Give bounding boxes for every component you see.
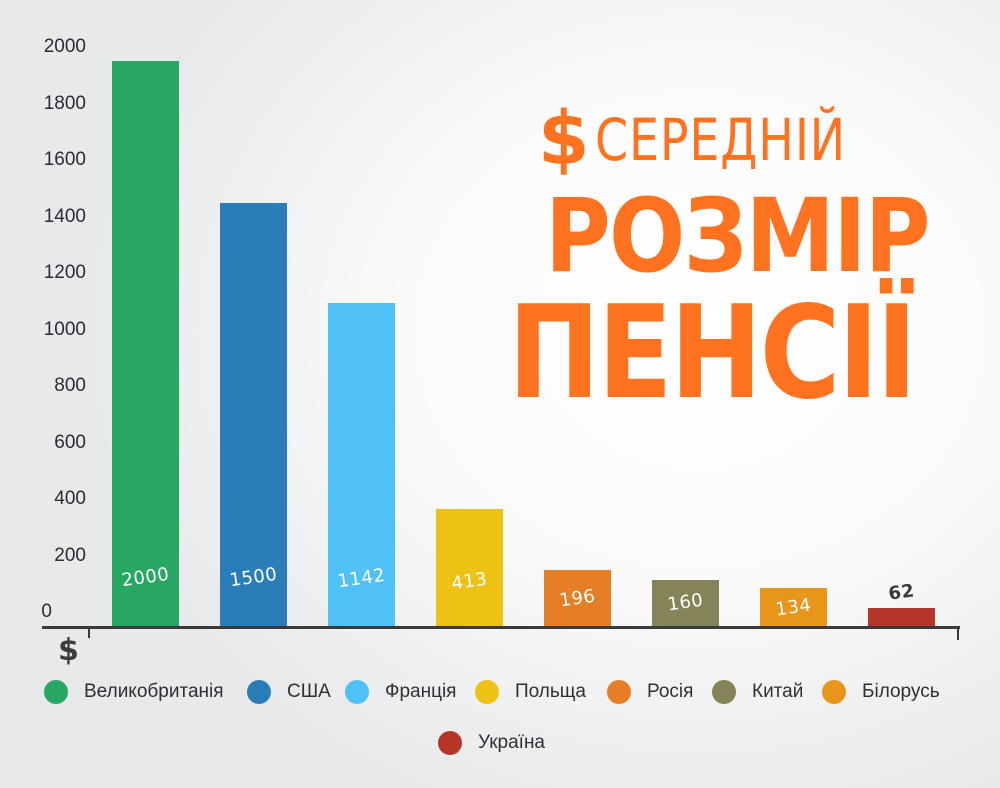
chart-title-line-1: $СЕРЕДНІЙ	[538, 98, 901, 176]
bar-ukraine: 62	[868, 580, 935, 627]
legend-item-great-britain: Великобританія	[44, 680, 224, 704]
bar-value-label: 1500	[228, 563, 279, 592]
y-tick-label: 1400	[43, 206, 86, 227]
y-tick-label: 1600	[43, 149, 86, 170]
legend-item-usa: США	[247, 680, 331, 704]
bar-poland: 413	[436, 509, 503, 627]
y-tick-label: 0	[41, 601, 52, 622]
legend-label: Росія	[647, 681, 694, 702]
y-tick-label: 1000	[43, 319, 86, 340]
dollar-icon: $	[538, 96, 591, 182]
chart-title-line-2: РОЗМІР	[545, 177, 931, 296]
bar-belarus: 134	[760, 588, 827, 627]
bar-value-label: 62	[887, 580, 916, 605]
bar-value-label: 2000	[120, 563, 171, 592]
bar-china: 160	[652, 580, 719, 627]
legend-dot-icon	[712, 680, 736, 704]
legend-dot-icon	[438, 731, 462, 755]
legend-item-ukraine: Україна	[438, 731, 545, 755]
legend-label: США	[287, 681, 331, 702]
x-axis-line	[42, 626, 960, 629]
y-tick-label: 400	[54, 488, 86, 509]
legend-item-poland: Польща	[475, 680, 586, 704]
legend-label: Польща	[515, 681, 586, 702]
currency-symbol: $	[58, 633, 79, 668]
legend-label: Білорусь	[862, 681, 940, 702]
y-tick-label: 200	[54, 545, 86, 566]
legend-dot-icon	[44, 680, 68, 704]
legend-dot-icon	[345, 680, 369, 704]
legend-label: Франція	[385, 681, 457, 702]
y-tick-label: 2000	[43, 36, 86, 57]
legend-dot-icon	[247, 680, 271, 704]
x-axis-tick	[88, 628, 90, 638]
bar-value-label: 196	[558, 585, 597, 612]
bar-value-label: 413	[450, 568, 489, 595]
legend-item-france: Франція	[345, 680, 456, 704]
legend-label: Великобританія	[84, 681, 224, 702]
bar-usa: 1500	[220, 203, 287, 627]
legend-dot-icon	[607, 680, 631, 704]
bar-value-label: 1142	[336, 564, 387, 593]
chart-title-line-3: ПЕНСІЇ	[508, 279, 917, 428]
legend-item-belarus: Білорусь	[822, 680, 940, 704]
legend-item-russia: Росія	[607, 680, 693, 704]
bar-russia: 196	[544, 570, 611, 627]
y-tick-label: 1200	[43, 262, 86, 283]
y-tick-label: 1800	[43, 93, 86, 114]
legend-label: Китай	[752, 681, 804, 702]
bar-value-label: 160	[666, 589, 705, 616]
y-tick-label: 800	[54, 375, 86, 396]
legend-dot-icon	[822, 680, 846, 704]
legend-item-china: Китай	[712, 680, 803, 704]
y-tick-label: 600	[54, 432, 86, 453]
title-text: СЕРЕДНІЙ	[594, 106, 846, 174]
bar-france: 1142	[328, 303, 395, 627]
legend-label: Україна	[478, 732, 546, 753]
bar-great-britain: 2000	[112, 61, 179, 627]
x-axis-tick	[957, 628, 959, 640]
legend-dot-icon	[475, 680, 499, 704]
bar-value-label: 134	[774, 594, 813, 621]
